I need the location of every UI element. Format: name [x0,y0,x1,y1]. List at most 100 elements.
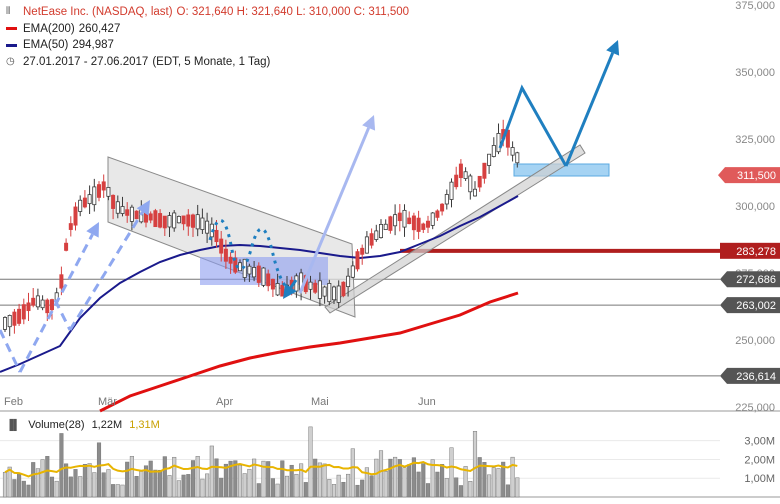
volume-bar [35,468,40,498]
candle-body [317,280,322,299]
candle-body [190,214,195,228]
volume-bar [21,480,26,498]
candle [223,239,228,269]
candle [35,288,40,310]
volume-bar [280,460,285,498]
candle-body [111,194,116,209]
volume-bar [369,475,374,498]
candle [393,204,398,236]
candle [162,215,167,236]
candle [125,202,130,223]
dashed-up-arrow-1 [18,222,99,373]
candle [430,212,435,230]
candle [261,267,266,288]
volume-bar [115,484,120,498]
candle-body [50,299,55,311]
candle-body [458,163,463,179]
ema200-value: 260,427 [78,22,121,35]
volume-bar [68,476,73,498]
candle-body [515,152,520,164]
volume-bar [167,475,172,498]
legend-range-row: ◷ 27.01.2017 - 27.06.2017 (EDT, 5 Monate… [6,54,409,71]
candle [369,228,374,249]
volume-bar [111,484,116,498]
candle-body [158,213,163,228]
last-price-badge: 311,500 [718,167,780,184]
candle-body [496,133,501,153]
volume-bar [407,464,412,498]
volume-bar [214,458,219,498]
volume-legend: ▐▌ Volume(28) 1,22M 1,31M [6,419,160,431]
volume-bar [393,456,398,498]
candle-body [186,214,191,227]
candle [331,285,336,304]
volume-bar [49,476,55,498]
volume-bar [172,456,177,498]
candle-body [266,273,271,287]
candle-body [308,281,313,290]
candle-body [341,281,346,297]
volume-bar [444,478,449,498]
candle [341,281,346,298]
candle-body [176,215,181,224]
volume-bar [463,466,468,498]
volume-bar [289,464,294,498]
candle [435,209,440,221]
volume-bar [355,484,360,498]
volume-bar [477,457,482,498]
volume-bar [435,471,440,498]
volume-bar [487,474,492,498]
candle [383,219,388,231]
candle [190,213,195,237]
candle [421,222,426,234]
volume-label: Volume(28) [28,419,85,431]
volume-bar [308,426,313,498]
candle [172,210,177,232]
candle-body [120,206,125,214]
volume-bar [270,478,275,498]
volume-bar [378,450,384,498]
candle-body [134,210,139,220]
candle-body [322,286,327,297]
candle [444,189,449,210]
x-tick-label: Feb [4,396,23,408]
candle [374,224,379,242]
candle-body [425,220,430,228]
volume-bar [261,460,266,498]
volume-bar [303,482,308,498]
candle [106,186,111,201]
volume-bar [176,480,181,498]
candle-body [129,206,134,222]
candle-body [167,215,172,228]
legend-ema200-row: EMA(200) 260,427 [6,21,409,38]
candle-body [148,213,153,221]
candle [50,298,55,320]
volume-bar [397,459,402,498]
candle-body [275,283,280,296]
candle-body [435,210,440,218]
candle [97,181,102,202]
candle-body [383,223,388,231]
volume-bar [294,473,299,498]
volume-bar [228,460,233,498]
level-badge-label: 263,002 [736,300,776,312]
volume-bar [78,476,83,498]
volume-bar [143,465,149,498]
level-badge-label: 272,686 [736,274,776,286]
candle-body [350,265,355,278]
candle [176,215,181,224]
volume-bar [181,474,186,498]
candle-body [355,251,360,270]
candle-body [115,201,120,214]
level-badge: 236,614 [720,367,780,384]
candle-body [491,145,496,157]
candle-body [172,212,177,229]
candle-body [346,275,351,288]
candle [355,248,360,272]
volume-bar [350,448,355,498]
candle [26,292,31,322]
candle-body [195,214,200,230]
candle-body [73,206,78,226]
candle-body [261,267,266,286]
